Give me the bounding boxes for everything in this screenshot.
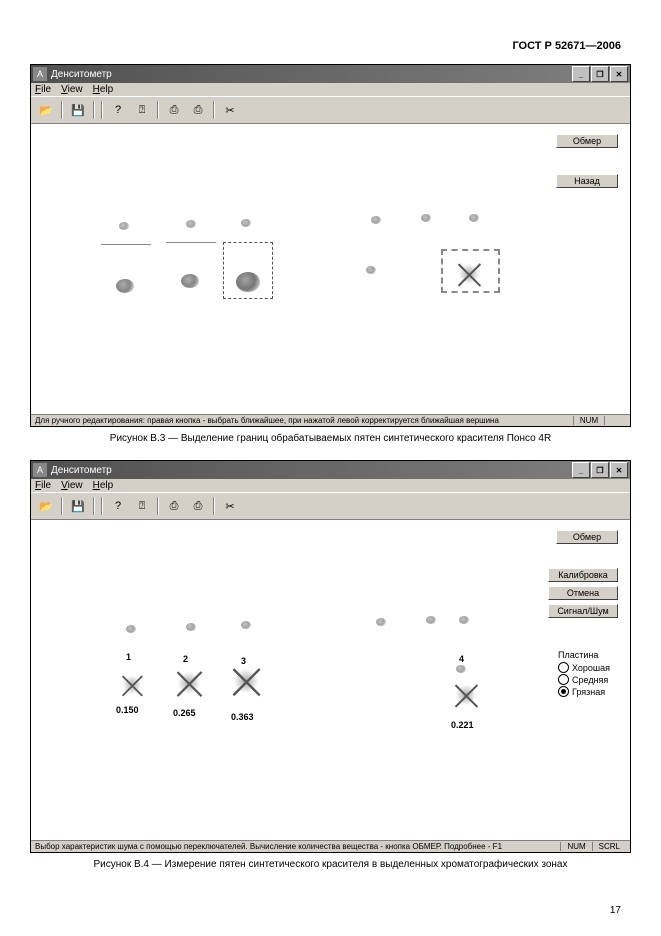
open-icon[interactable]: 📂 [35,495,57,517]
menubar: File View Help [31,83,630,96]
toolbar: 📂 💾 ? ⍰ ⎙ ⎙ ✂ [31,96,630,123]
page-number: 17 [610,905,621,916]
spot-label: 4 [459,654,464,664]
cancel-button[interactable]: Отмена [548,586,618,600]
radio-good[interactable]: Хорошая [558,662,618,673]
spot [459,616,469,624]
whatsthis-icon[interactable]: ⍰ [131,99,153,121]
selection-box[interactable] [223,242,273,299]
spot [371,216,381,224]
spot-label: 1 [126,652,131,662]
status-text: Для ручного редактирования: правая кнопк… [35,416,573,425]
statusbar: Для ручного редактирования: правая кнопк… [31,414,630,426]
help-icon[interactable]: ? [107,495,129,517]
spot-label: 2 [183,654,188,664]
radio-header: Пластина [558,650,618,660]
spot [456,665,466,673]
spot-cross [177,672,201,694]
titlebar: A Денситометр _ ❐ ✕ [31,65,630,83]
baseline [101,244,151,245]
menu-file[interactable]: File [35,84,51,95]
toolbar: 📂 💾 ? ⍰ ⎙ ⎙ ✂ [31,492,630,519]
snr-button[interactable]: Сигнал/Шум [548,604,618,618]
back-button[interactable]: Назад [556,174,618,188]
titlebar-text: Денситометр [51,69,572,80]
minimize-button[interactable]: _ [572,462,590,478]
help-icon[interactable]: ? [107,99,129,121]
spot-cross [233,669,259,693]
tool-icon-3[interactable]: ✂ [219,99,241,121]
selection-dotted[interactable] [441,249,500,293]
canvas-area[interactable]: Обмер Калибровка Отмена Сигнал/Шум Пласт… [31,519,630,840]
spot-value: 0.265 [173,708,196,718]
spot [241,219,251,227]
spot-cross [455,685,477,705]
spot [366,266,376,274]
calibration-button[interactable]: Калибровка [548,568,618,582]
canvas-area[interactable]: Обмер Назад [31,123,630,414]
spot-value: 0.221 [451,720,474,730]
spot-value: 0.150 [116,705,139,715]
save-icon[interactable]: 💾 [67,99,89,121]
spot-value: 0.363 [231,712,254,722]
measure-button[interactable]: Обмер [556,134,618,148]
scrl-indicator: SCRL [592,842,626,851]
measure-button[interactable]: Обмер [556,530,618,544]
menu-help[interactable]: Help [93,480,114,491]
tool-icon-2[interactable]: ⎙ [187,495,209,517]
radio-dirty[interactable]: Грязная [558,686,618,697]
num-indicator: NUM [573,416,604,425]
maximize-button[interactable]: ❐ [591,462,609,478]
close-button[interactable]: ✕ [610,462,628,478]
spot [116,279,134,293]
spot [126,625,136,633]
spot [186,623,196,631]
close-button[interactable]: ✕ [610,66,628,82]
tool-icon-1[interactable]: ⎙ [163,99,185,121]
menu-file[interactable]: File [35,480,51,491]
menu-help[interactable]: Help [93,84,114,95]
figure-caption-b4: Рисунок В.4 — Измерение пятен синтетичес… [30,859,631,870]
spot [421,214,431,222]
menubar: File View Help [31,479,630,492]
spot [241,621,251,629]
scrl-indicator [604,416,626,425]
plate-radio-group: Пластина Хорошая Средняя Грязная [558,650,618,698]
titlebar: A Денситометр _ ❐ ✕ [31,461,630,479]
spot-cross [122,676,142,694]
tool-icon-1[interactable]: ⎙ [163,495,185,517]
statusbar: Выбор характеристик шума с помощью перек… [31,840,630,852]
minimize-button[interactable]: _ [572,66,590,82]
window-figure-b3: A Денситометр _ ❐ ✕ File View Help 📂 💾 ?… [30,64,631,427]
window-figure-b4: A Денситометр _ ❐ ✕ File View Help 📂 💾 ?… [30,460,631,853]
whatsthis-icon[interactable]: ⍰ [131,495,153,517]
spot [426,616,436,624]
spot [376,618,386,626]
menu-view[interactable]: View [61,480,83,491]
figure-caption-b3: Рисунок В.3 — Выделение границ обрабатыв… [30,433,631,444]
spot-label: 3 [241,656,246,666]
titlebar-text: Денситометр [51,465,572,476]
spot [119,222,129,230]
app-icon: A [33,67,47,81]
spot [186,220,196,228]
maximize-button[interactable]: ❐ [591,66,609,82]
menu-view[interactable]: View [61,84,83,95]
app-icon: A [33,463,47,477]
num-indicator: NUM [560,842,591,851]
radio-medium[interactable]: Средняя [558,674,618,685]
save-icon[interactable]: 💾 [67,495,89,517]
open-icon[interactable]: 📂 [35,99,57,121]
tool-icon-2[interactable]: ⎙ [187,99,209,121]
baseline [166,242,216,243]
spot [181,274,199,288]
doc-header: ГОСТ Р 52671—2006 [30,40,631,52]
spot [469,214,479,222]
status-text: Выбор характеристик шума с помощью перек… [35,842,560,851]
tool-icon-3[interactable]: ✂ [219,495,241,517]
